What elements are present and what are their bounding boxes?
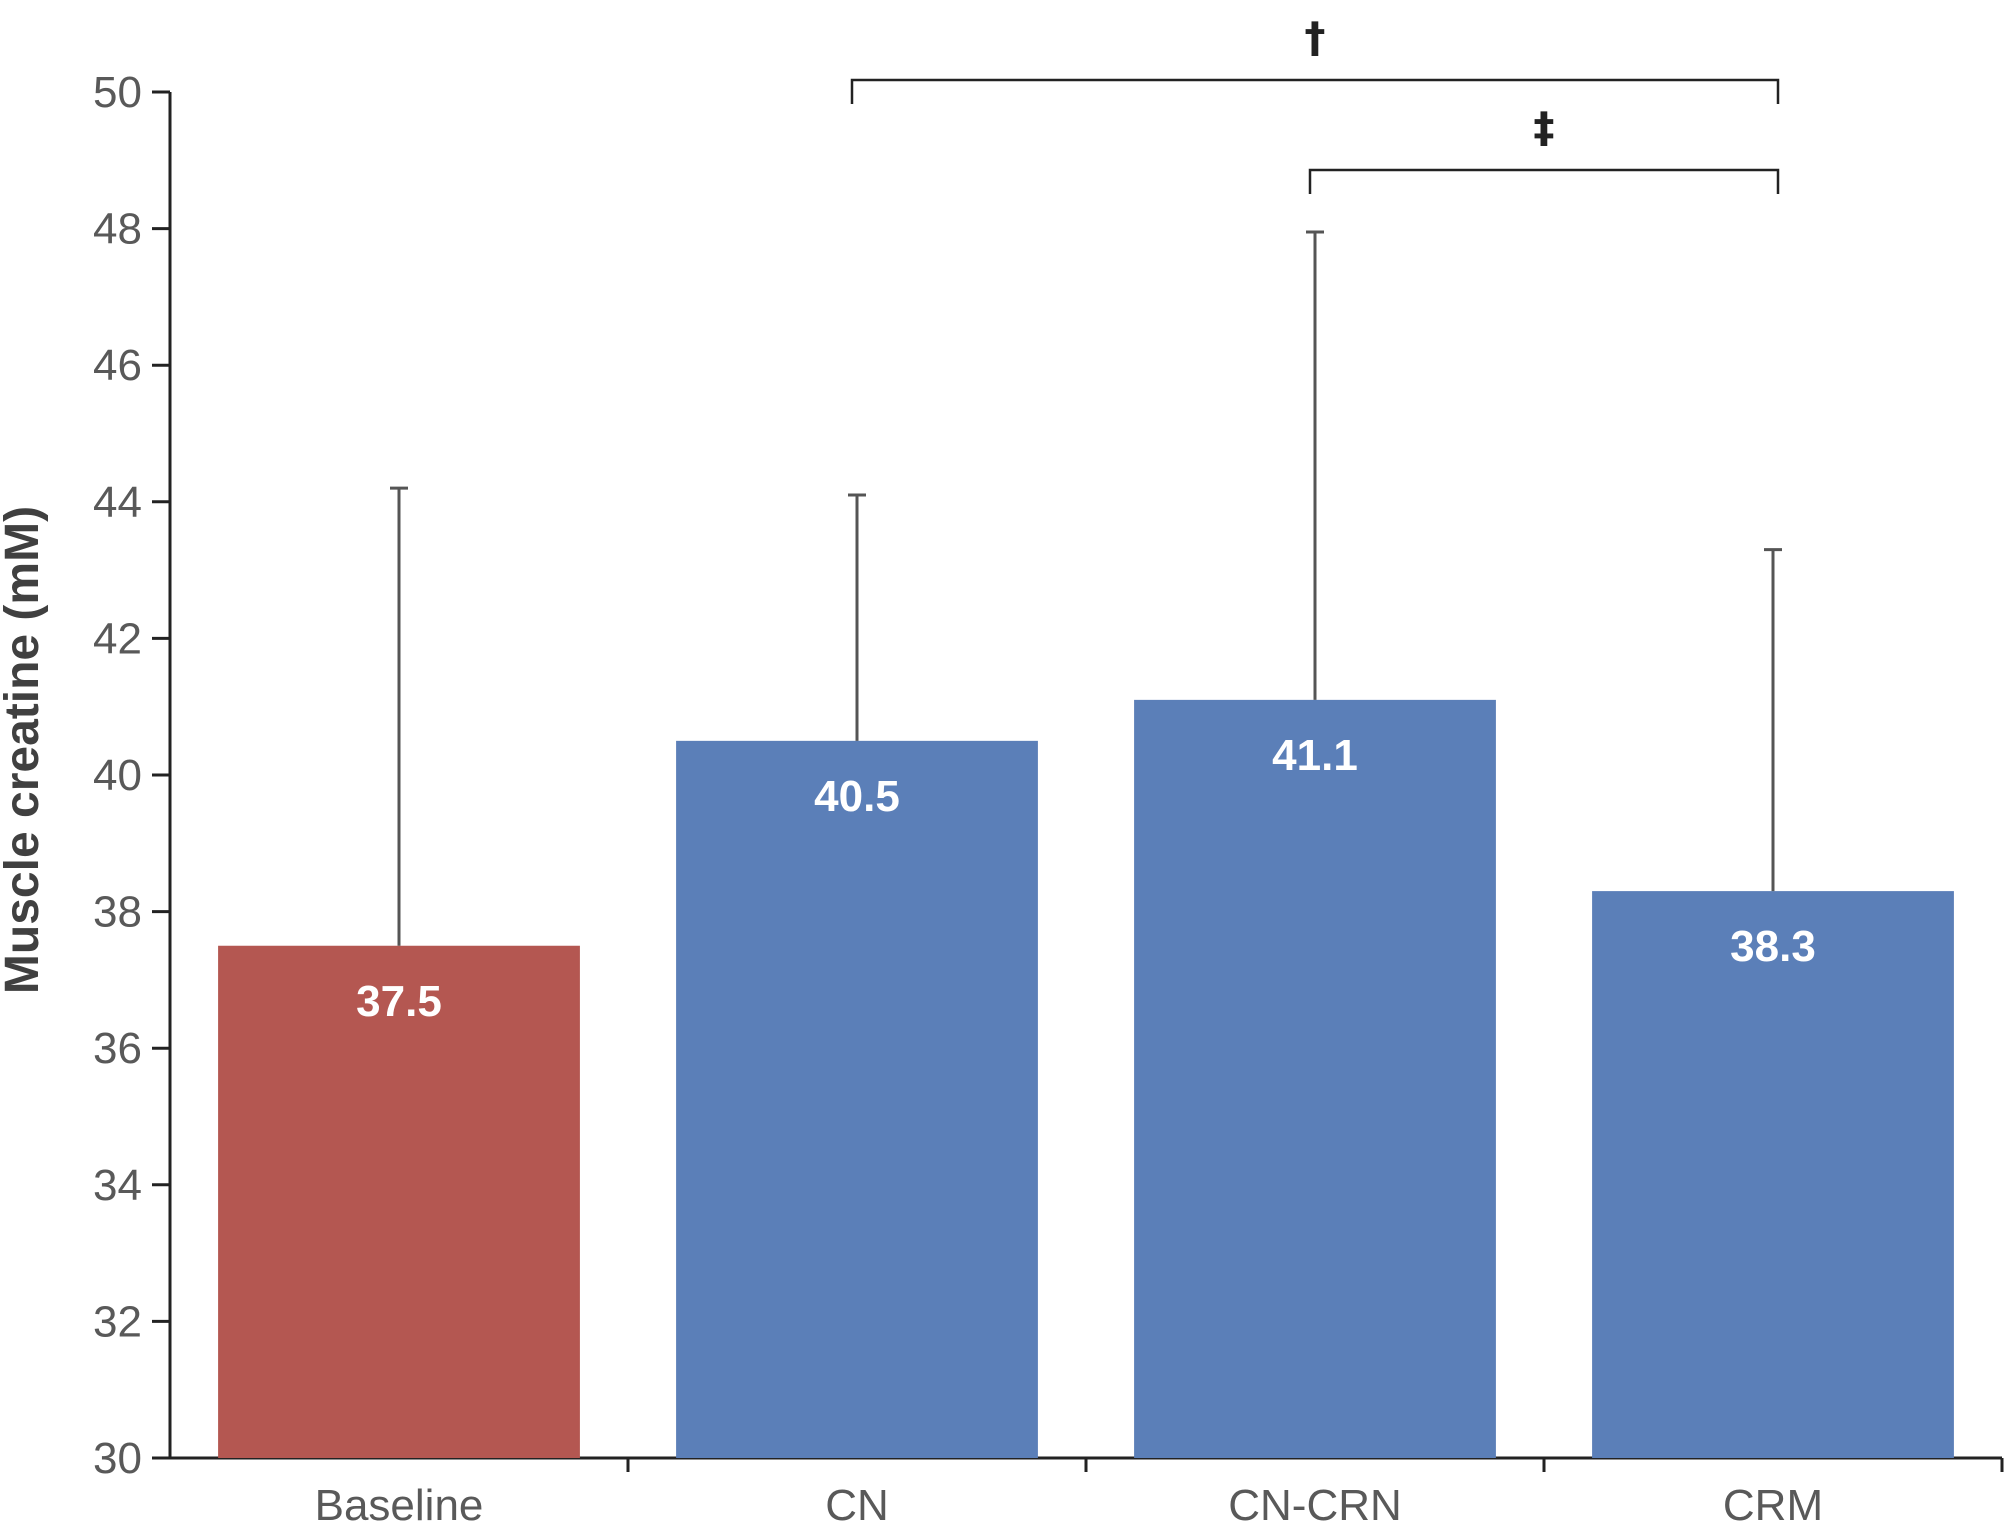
y-tick-label: 36 — [93, 1024, 142, 1073]
y-tick-label: 44 — [93, 478, 142, 527]
y-tick-label: 50 — [93, 68, 142, 117]
category-label: Baseline — [315, 1481, 484, 1530]
category-label: CN-CRN — [1228, 1481, 1402, 1530]
category-label: CRM — [1723, 1481, 1823, 1530]
data-label: 40.5 — [814, 772, 900, 821]
y-axis-label: Muscle creatine (mM) — [0, 506, 49, 994]
significance-symbol: ‡ — [1534, 103, 1555, 152]
bars — [218, 699, 1954, 1458]
bar-crm — [1592, 891, 1954, 1458]
y-tick-label: 40 — [93, 751, 142, 800]
y-tick-label: 30 — [93, 1434, 142, 1483]
data-label: 37.5 — [356, 977, 442, 1026]
significance-symbol: † — [1305, 13, 1326, 62]
category-label: CN — [825, 1481, 889, 1530]
bar-cn-crn — [1134, 699, 1496, 1458]
significance-brackets: †‡ — [850, 13, 1780, 194]
error-bars — [390, 230, 1782, 946]
labels: 37.5 Baseline 40.5 CN 41.1 CN-CRN 38.3 CRM — [315, 731, 1823, 1530]
data-label: 38.3 — [1730, 922, 1816, 971]
y-tick-label: 42 — [93, 614, 142, 663]
significance-bracket — [1308, 168, 1780, 194]
y-tick-label: 38 — [93, 888, 142, 937]
axes: 30 32 34 36 38 40 42 44 46 48 50 — [93, 68, 2004, 1483]
bar-cn — [676, 740, 1038, 1458]
bar-baseline — [218, 945, 580, 1458]
significance-bracket — [850, 78, 1780, 104]
y-tick-label: 34 — [93, 1161, 142, 1210]
data-label: 41.1 — [1272, 731, 1358, 780]
y-tick-label: 46 — [93, 341, 142, 390]
y-tick-label: 32 — [93, 1297, 142, 1346]
y-tick-label: 48 — [93, 205, 142, 254]
